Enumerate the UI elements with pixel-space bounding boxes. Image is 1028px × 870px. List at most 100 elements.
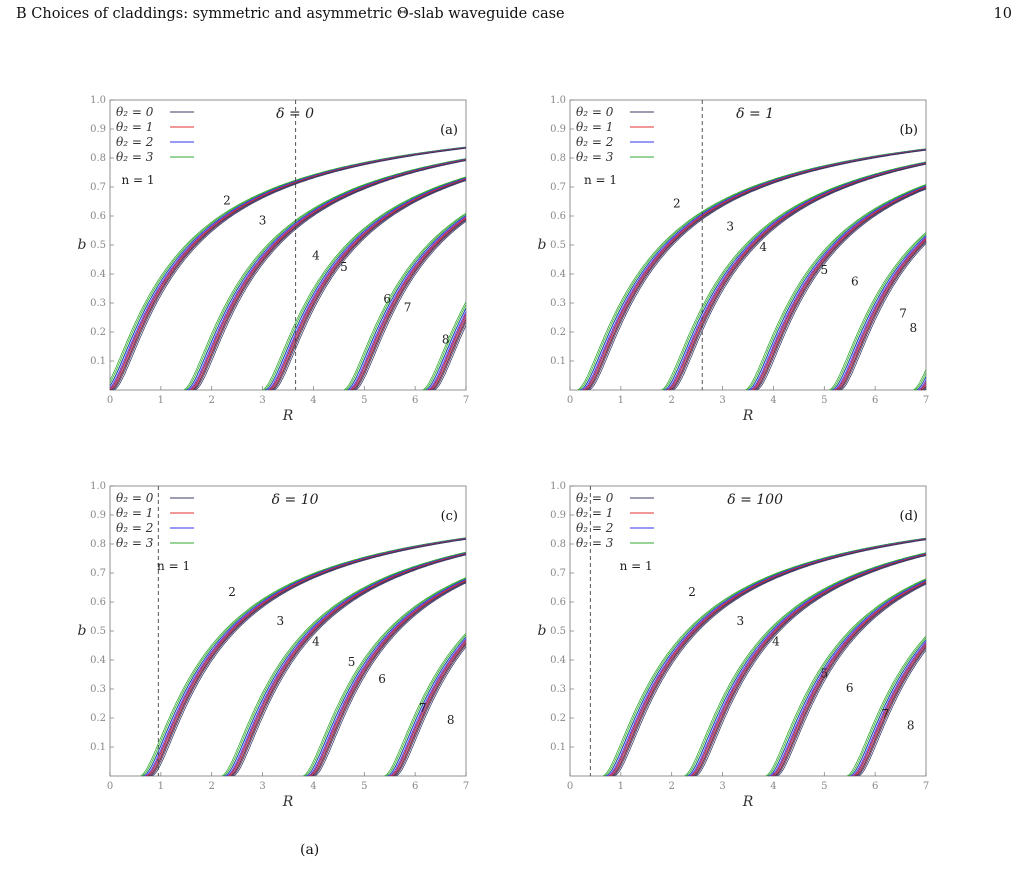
- legend-label: θ₂ = 2: [116, 521, 153, 535]
- mode-label: 2: [223, 193, 231, 207]
- mode-1-curve: [113, 147, 467, 391]
- mode-3-curve: [751, 186, 927, 391]
- y-tick-label: 0.2: [550, 327, 566, 338]
- mode-4-curve: [831, 235, 927, 391]
- mode-2-curve: [663, 162, 927, 391]
- mode-2-curve: [689, 553, 927, 777]
- mode-3-curve: [747, 185, 927, 391]
- mode-3-curve: [314, 582, 467, 777]
- figure-panel-c: 0 1 2 3 4 5 6 7 0.1 0.2 0.3 0.4 0.5 0.6 0.7 0.8 0.9 1.0 Rb…: [78, 481, 470, 810]
- mode-2-curve: [666, 162, 927, 391]
- mode-label: 4: [312, 249, 320, 263]
- x-tick-label: 2: [209, 781, 215, 792]
- mode-3-curve: [262, 176, 467, 391]
- mode-label: 6: [846, 681, 854, 695]
- mode-3-curve: [308, 579, 467, 777]
- mode-1-curve: [578, 148, 927, 391]
- mode-3-curve: [270, 178, 467, 391]
- mode-4-curve: [849, 639, 927, 777]
- x-tick-label: 7: [923, 395, 929, 406]
- delta-annotation: δ = 1: [736, 106, 774, 122]
- mode-4-curve: [384, 632, 467, 777]
- mode-5-curve: [916, 376, 927, 391]
- mode-4-curve: [840, 243, 927, 391]
- y-tick-label: 0.4: [90, 655, 106, 666]
- mode-5-curve: [920, 385, 927, 391]
- mode-2-curve: [685, 552, 927, 777]
- y-tick-label: 0.2: [550, 713, 566, 724]
- mode-label: 2: [688, 585, 696, 599]
- mode-label: 6: [383, 292, 391, 306]
- legend-label: θ₂ = 2: [576, 521, 613, 535]
- mode-1-curve: [140, 537, 467, 777]
- y-tick-label: 0.6: [90, 597, 106, 608]
- mode-4-curve: [834, 236, 927, 391]
- mode-label: 8: [907, 719, 915, 733]
- y-tick-label: 0.2: [90, 713, 106, 724]
- mode-4-curve: [353, 219, 467, 391]
- x-axis-label: R: [282, 794, 294, 810]
- y-tick-label: 0.4: [550, 269, 566, 280]
- mode-4-curve: [351, 218, 467, 391]
- mode-label: 2: [228, 585, 236, 599]
- mode-1-curve: [151, 539, 467, 777]
- mode-3-curve: [770, 580, 927, 777]
- legend-label: θ₂ = 3: [116, 150, 154, 164]
- mode-label: 7: [899, 307, 907, 321]
- mode-label: n = 1: [584, 173, 617, 187]
- mode-1-curve: [611, 538, 927, 777]
- mode-4-curve: [348, 216, 467, 391]
- mode-2-curve: [230, 553, 467, 777]
- mode-4-curve: [849, 639, 927, 777]
- legend-label: θ₂ = 0: [116, 105, 154, 119]
- mode-label: 5: [820, 263, 828, 277]
- y-tick-label: 0.4: [550, 655, 566, 666]
- x-tick-label: 6: [872, 395, 878, 406]
- mode-3-curve: [310, 580, 467, 777]
- mode-5-curve: [434, 325, 467, 391]
- y-tick-label: 0.1: [90, 356, 106, 367]
- x-tick-label: 4: [310, 395, 316, 406]
- y-tick-label: 1.0: [90, 95, 106, 106]
- delta-annotation: δ = 10: [272, 492, 319, 508]
- mode-3-curve: [310, 581, 467, 777]
- mode-2-curve: [666, 162, 927, 391]
- mode-4-curve: [834, 237, 927, 391]
- legend-label: θ₂ = 1: [576, 506, 613, 520]
- y-tick-label: 0.1: [90, 742, 106, 753]
- mode-3-curve: [265, 177, 467, 391]
- mode-4-curve: [389, 638, 467, 777]
- mode-1-curve: [109, 146, 467, 381]
- mode-1-curve: [147, 538, 467, 777]
- mode-label: 8: [909, 321, 917, 335]
- mode-1-curve: [580, 148, 927, 391]
- mode-2-curve: [690, 553, 927, 777]
- mode-5-curve: [430, 316, 467, 391]
- mode-label: 5: [340, 260, 348, 274]
- mode-4-curve: [395, 646, 467, 777]
- mode-1-curve: [148, 538, 467, 777]
- legend-label: θ₂ = 0: [576, 105, 614, 119]
- x-tick-label: 3: [719, 781, 725, 792]
- y-tick-label: 0.6: [90, 211, 106, 222]
- mode-4-curve: [838, 240, 927, 391]
- mode-3-curve: [752, 187, 927, 391]
- mode-label: 7: [419, 701, 427, 715]
- x-tick-label: 1: [618, 395, 624, 406]
- x-tick-label: 1: [158, 781, 164, 792]
- mode-1-curve: [145, 538, 467, 777]
- delta-annotation: δ = 100: [727, 492, 783, 508]
- y-tick-label: 0.9: [550, 510, 566, 521]
- mode-label: 6: [851, 275, 859, 289]
- mode-4-curve: [393, 643, 467, 777]
- y-tick-label: 0.5: [550, 626, 566, 637]
- legend-label: θ₂ = 3: [576, 536, 614, 550]
- mode-2-curve: [223, 552, 467, 777]
- mode-2-curve: [669, 163, 927, 391]
- mode-1-curve: [146, 538, 467, 777]
- mode-4-curve: [387, 636, 467, 777]
- y-tick-label: 0.3: [90, 298, 106, 309]
- x-tick-label: 5: [821, 395, 827, 406]
- mode-2-curve: [693, 554, 927, 777]
- mode-3-curve: [750, 186, 927, 391]
